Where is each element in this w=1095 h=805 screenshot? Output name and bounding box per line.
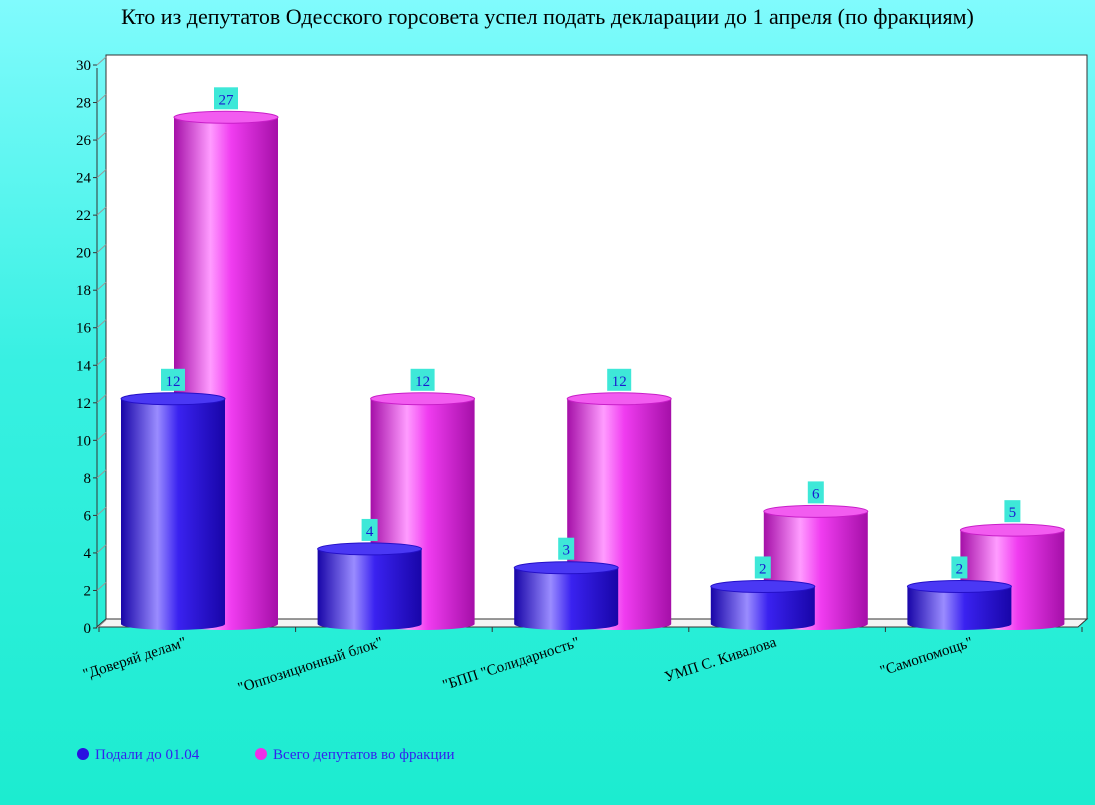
data-label: 3 (562, 543, 570, 559)
y-tick-depth (96, 319, 107, 329)
y-tick-label: 6 (84, 508, 92, 524)
data-label-bg (214, 87, 238, 110)
y-tick-depth (96, 469, 107, 479)
bar-top (763, 504, 869, 518)
legend-item-submitted: Подали до 01.04 (77, 747, 199, 764)
y-tick-label: 26 (76, 133, 92, 149)
data-label-bg (951, 556, 968, 579)
bar-top (173, 110, 279, 124)
bar-body (907, 586, 1012, 630)
bar-top (566, 392, 672, 406)
y-tick-depth (96, 281, 107, 291)
bar-top (513, 561, 619, 575)
legend-swatch-submitted (77, 748, 89, 760)
bar-top (370, 392, 476, 406)
y-tick-depth (96, 244, 107, 254)
legend-label-total: Всего депутатов во фракции (273, 747, 455, 763)
bar-body (317, 548, 422, 630)
y-tick-label: 0 (84, 621, 92, 637)
y-tick-depth (96, 507, 107, 516)
x-category-label: "Доверяй делам" (81, 635, 188, 684)
x-category-label: "БПП "Солидарность" (441, 635, 582, 694)
legend-swatch-total (255, 748, 267, 760)
data-label: 2 (759, 561, 767, 577)
y-tick-depth (96, 431, 107, 441)
x-category-label: "Самопомощь" (878, 635, 975, 680)
y-tick-label: 4 (84, 546, 92, 562)
y-tick-depth (96, 394, 107, 404)
data-label: 12 (166, 374, 181, 390)
bar-top (959, 523, 1065, 537)
legend-label-submitted: Подали до 01.04 (95, 747, 200, 763)
y-tick-depth (96, 206, 107, 216)
data-label-bg (410, 368, 435, 391)
x-category-label: УМП С. Кивалова (663, 634, 779, 685)
y-tick-depth (96, 356, 107, 366)
y-tick-depth (96, 582, 107, 591)
y-tick-label: 18 (76, 283, 91, 299)
y-tick-depth (96, 56, 107, 66)
bar-submitted: 12 (120, 368, 226, 630)
data-label: 4 (366, 524, 374, 540)
data-label-bg (161, 368, 185, 391)
y-tick-label: 24 (76, 171, 92, 187)
y-tick-label: 8 (84, 471, 92, 487)
bar-top (317, 542, 423, 556)
y-tick-label: 2 (84, 583, 92, 599)
y-tick-depth (96, 94, 107, 103)
data-label-bg (754, 556, 771, 579)
y-tick-label: 30 (76, 58, 91, 74)
data-label-bg (558, 537, 575, 560)
y-tick-label: 22 (76, 208, 91, 224)
data-label: 12 (415, 374, 430, 390)
legend-item-total: Всего депутатов во фракции (255, 747, 455, 764)
data-label: 27 (219, 92, 235, 108)
y-tick-label: 12 (76, 396, 91, 412)
bar-body (121, 398, 225, 630)
data-label: 5 (1009, 505, 1017, 521)
bar-submitted: 3 (513, 537, 619, 630)
chart-title: Кто из депутатов Одесского горсовета усп… (121, 4, 974, 29)
bar-body (710, 586, 815, 630)
bar-submitted: 2 (710, 556, 816, 630)
y-tick-label: 16 (76, 321, 92, 337)
y-axis-depth (96, 618, 107, 628)
data-label-bg (361, 518, 378, 541)
bar-submitted: 4 (317, 518, 423, 630)
bar-submitted: 2 (906, 556, 1012, 630)
data-label-bg (807, 481, 824, 504)
bar-top (710, 579, 816, 593)
y-tick-depth (96, 131, 107, 141)
y-tick-depth (96, 619, 107, 629)
y-tick-label: 10 (76, 433, 91, 449)
data-label-bg (607, 368, 632, 391)
bar-top (906, 579, 1012, 593)
data-label: 12 (612, 374, 627, 390)
y-tick-label: 28 (76, 96, 91, 112)
y-tick-label: 20 (76, 246, 91, 262)
data-label-bg (1004, 500, 1021, 523)
bar-body (514, 567, 619, 630)
data-label: 2 (956, 561, 964, 577)
y-tick-depth (96, 544, 107, 554)
data-label: 6 (812, 486, 820, 502)
bar-top (120, 392, 226, 406)
y-tick-label: 14 (76, 358, 92, 374)
y-tick-depth (96, 169, 107, 178)
x-category-label: "Оппозиционный блок" (236, 635, 385, 697)
